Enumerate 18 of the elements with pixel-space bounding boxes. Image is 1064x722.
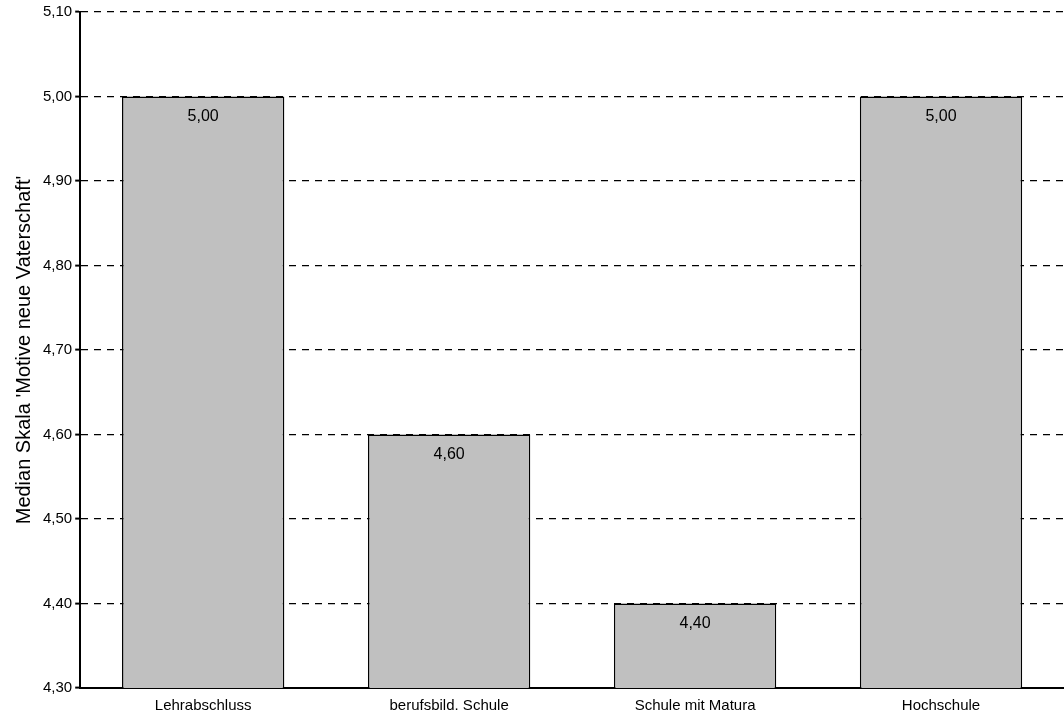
y-tick-label: 5,10 [42, 2, 73, 20]
y-tick-label: 5,00 [42, 86, 73, 104]
data-label: 5,00 [925, 106, 957, 124]
y-tick-label: 4,80 [42, 255, 73, 273]
y-tick-label: 4,30 [42, 678, 73, 696]
y-tick-label: 4,50 [42, 509, 73, 527]
x-tick-label: Lehrabschluss [154, 696, 252, 714]
y-axis-title: Median Skala 'Motive neue Vaterschaft' [11, 175, 34, 525]
y-tick-label: 4,90 [42, 171, 73, 189]
x-tick-label: Schule mit Matura [634, 696, 757, 714]
data-label: 4,40 [679, 613, 711, 631]
y-tick-label: 4,60 [42, 424, 73, 442]
y-tick-label: 4,70 [42, 340, 73, 358]
data-label: 4,60 [433, 444, 465, 462]
y-tick-label: 4,40 [42, 593, 73, 611]
data-label: 5,00 [187, 106, 219, 124]
x-tick-label: Hochschule [901, 696, 981, 714]
x-tick-label: berufsbild. Schule [389, 696, 509, 714]
